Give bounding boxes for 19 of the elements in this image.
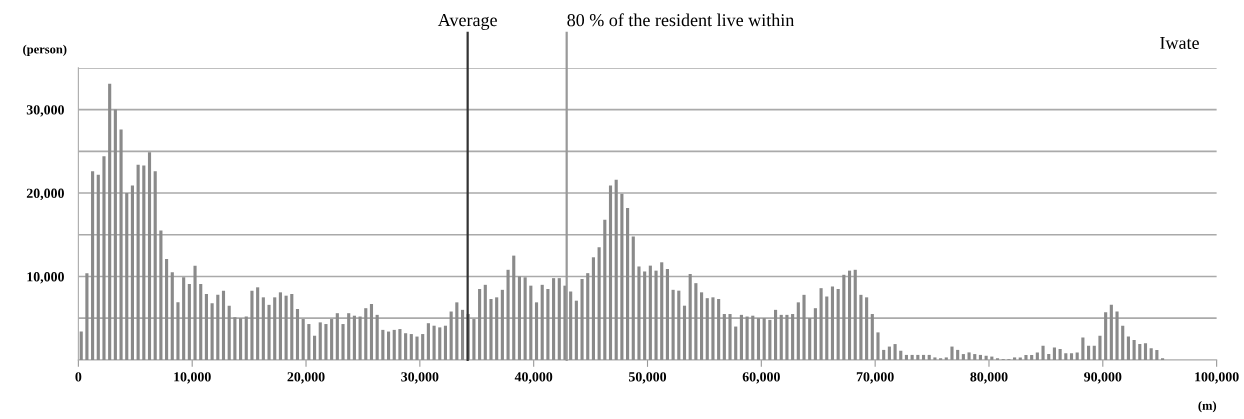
- ref-line-label: 80 % of the resident live within: [567, 13, 795, 27]
- x-tick-label: 70,000: [856, 372, 894, 384]
- x-tick-label: 30,000: [401, 372, 439, 384]
- y-tick-label: 10,000: [27, 272, 64, 284]
- x-tick-label: 20,000: [287, 372, 325, 384]
- chart-title: Iwate: [1160, 37, 1199, 50]
- x-tick-label: 10,000: [174, 372, 211, 384]
- x-tick-label: 50,000: [628, 372, 667, 384]
- x-tick-label: 80,000: [970, 372, 1008, 384]
- x-tick-label: 100,000: [1195, 372, 1239, 384]
- x-tick-label: 90,000: [1084, 372, 1122, 384]
- x-axis-title: (m): [1198, 400, 1217, 413]
- y-tick-label: 20,000: [26, 188, 64, 201]
- x-tick-label: 40,000: [514, 372, 553, 384]
- y-axis-title: (person): [23, 44, 67, 57]
- ref-line-label: Average: [437, 14, 497, 30]
- y-tick-label: 30,000: [26, 105, 64, 117]
- x-tick-label: 0: [75, 372, 82, 382]
- x-tick-label: 60,000: [742, 372, 780, 384]
